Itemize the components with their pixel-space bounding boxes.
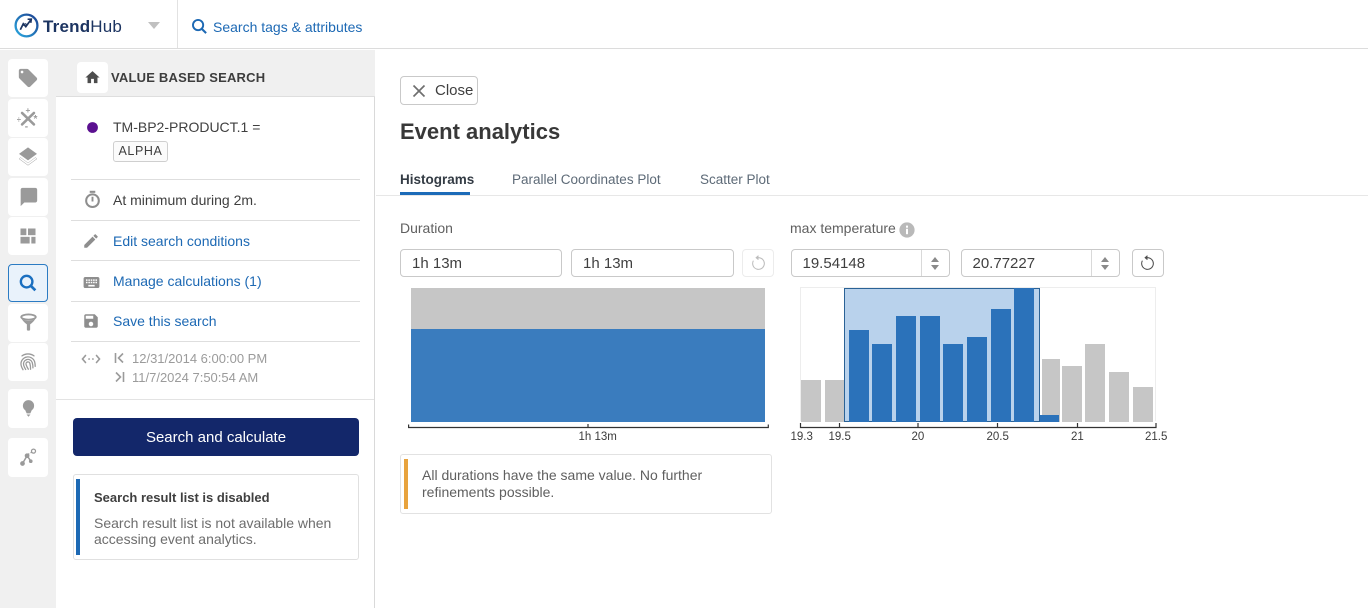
svg-text:+: + <box>26 107 31 115</box>
svg-text:÷: ÷ <box>17 114 22 123</box>
svg-text:*: * <box>34 114 38 125</box>
svg-text:-: - <box>25 121 28 129</box>
